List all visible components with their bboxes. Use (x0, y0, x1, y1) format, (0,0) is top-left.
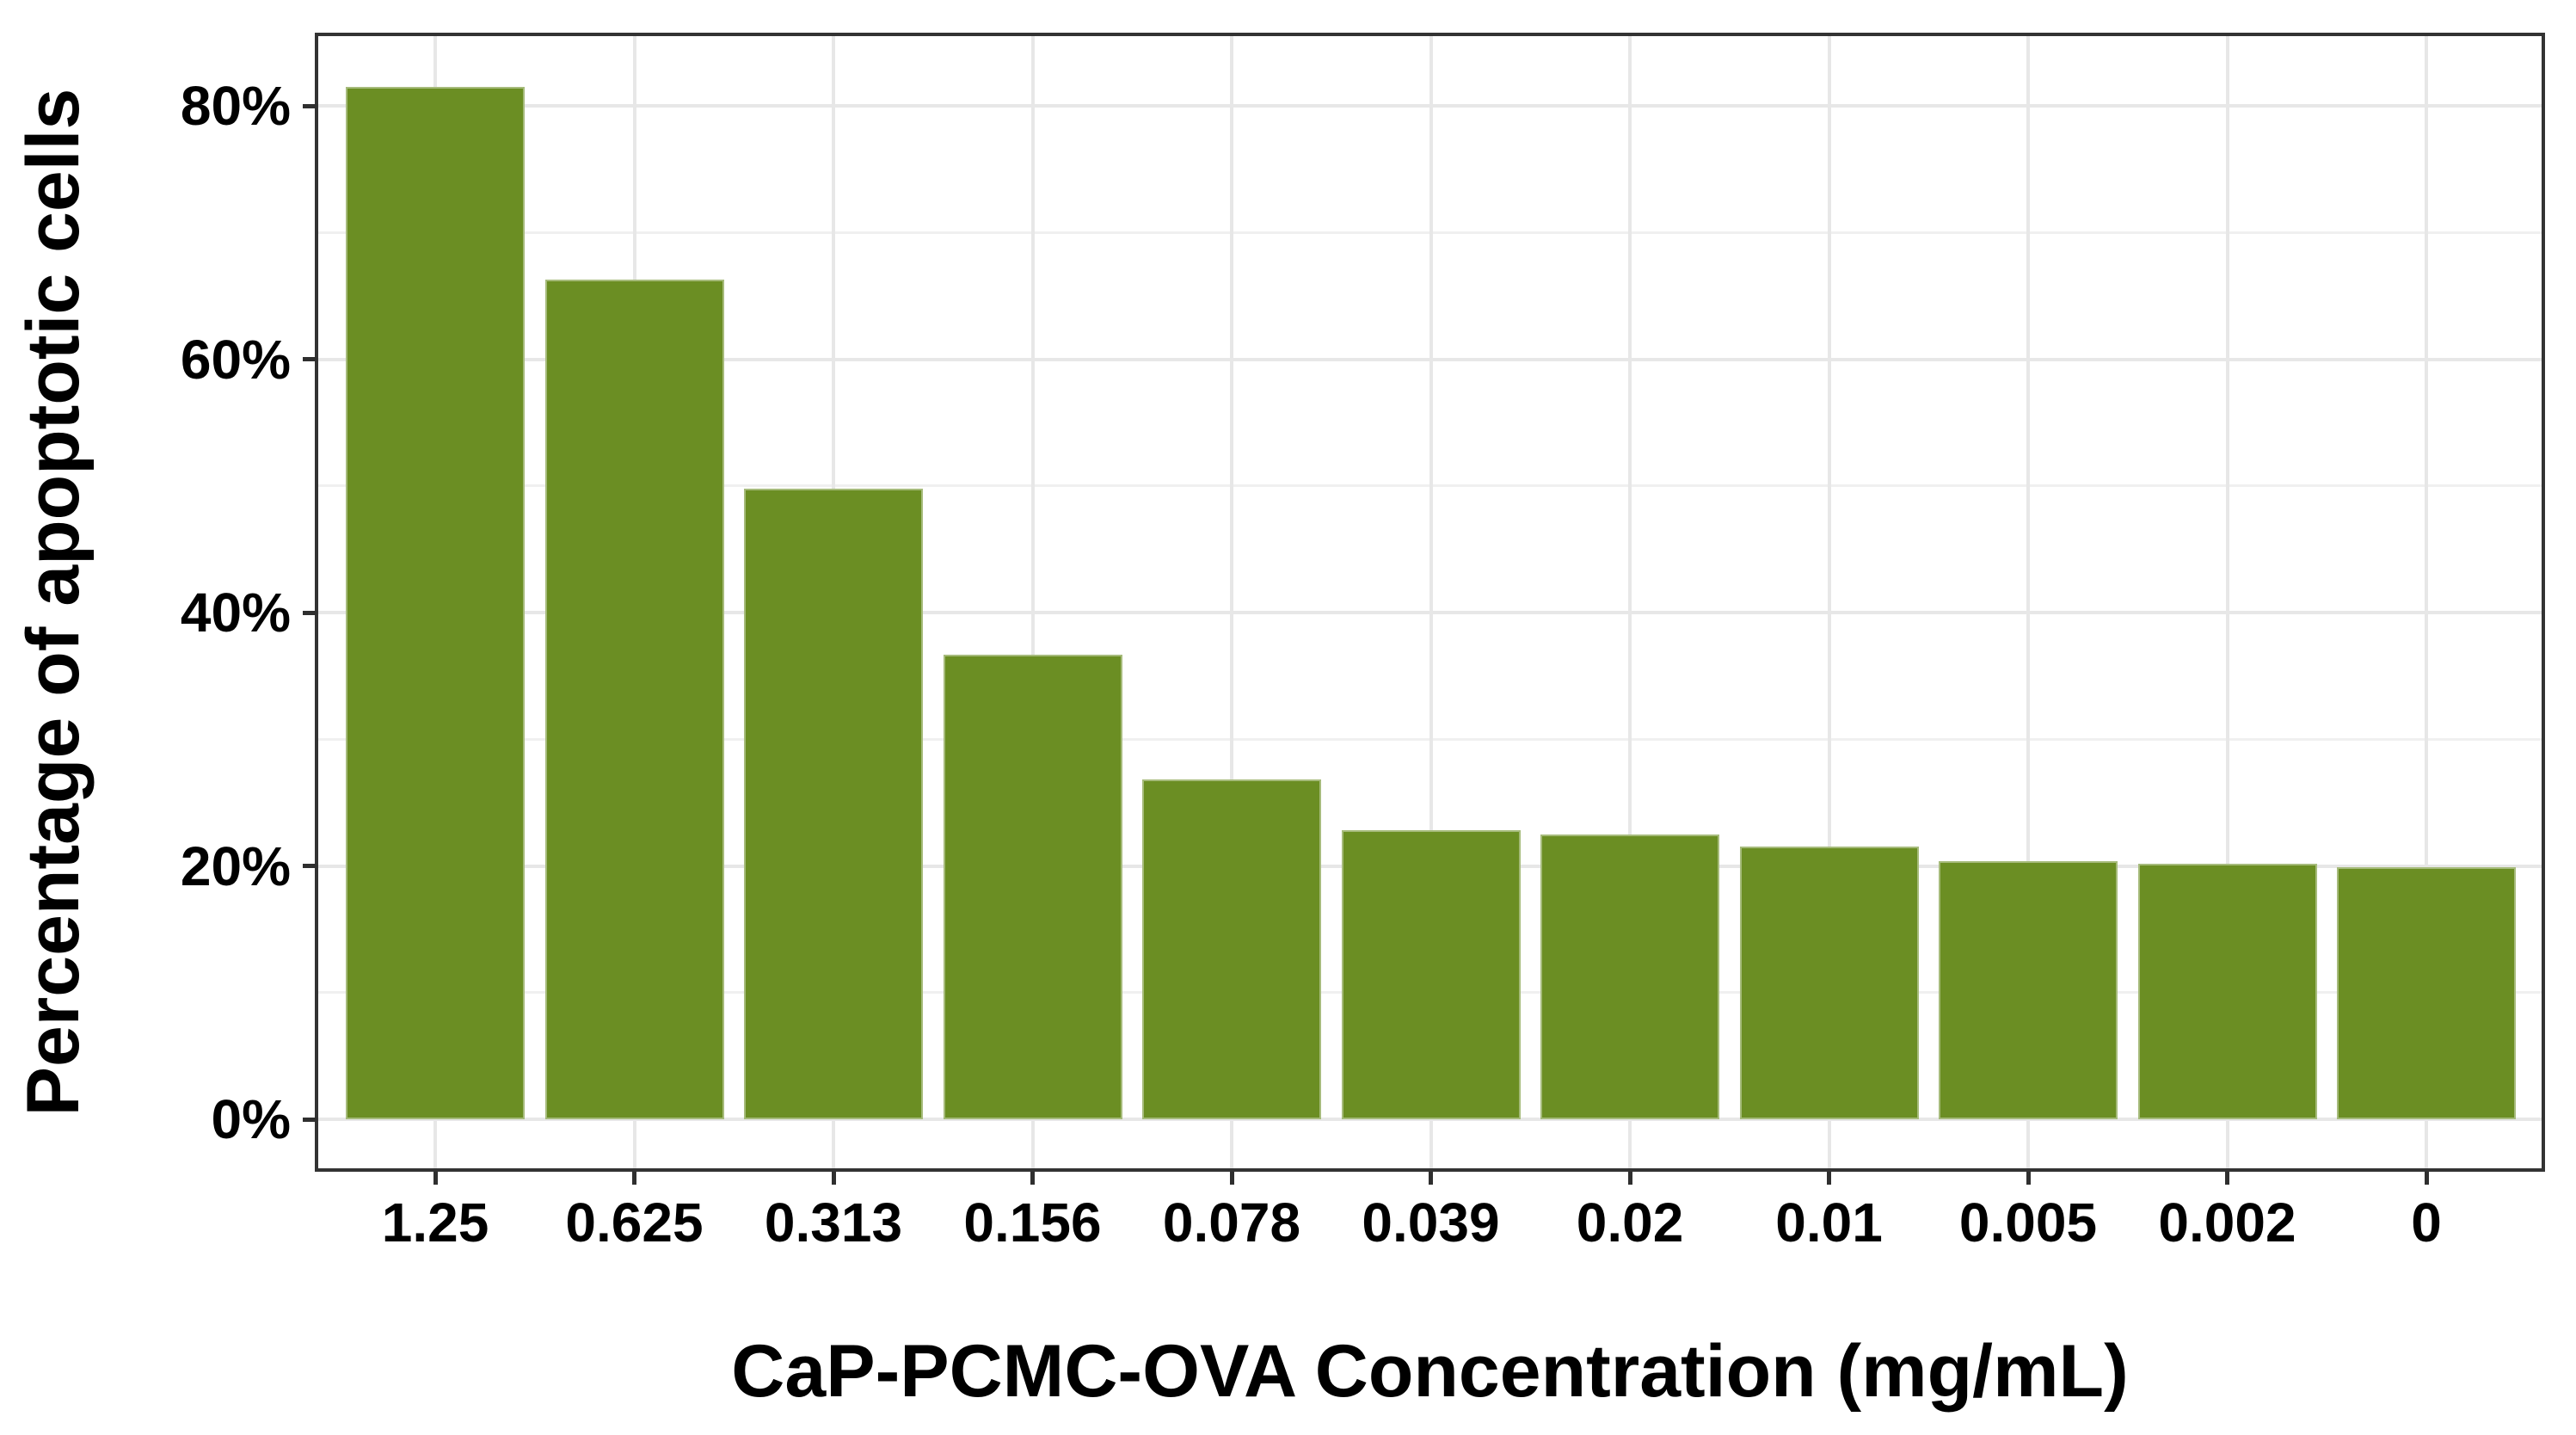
x-tick-label-0.156: 0.156 (963, 1192, 1102, 1253)
gridline-vertical-0 (2425, 36, 2428, 1168)
y-tick-40 (303, 610, 317, 615)
x-tick-0.156 (1030, 1172, 1035, 1185)
y-tick-label-60: 60% (180, 328, 291, 391)
x-axis-title: CaP-PCMC-OVA Concentration (mg/mL) (731, 1330, 2129, 1413)
y-tick-label-40: 40% (180, 582, 291, 644)
x-tick-0.039 (1429, 1172, 1433, 1185)
x-tick-0.01 (1827, 1172, 1831, 1185)
gridline-vertical-0.02 (1628, 36, 1632, 1168)
gridline-vertical-0.156 (1030, 36, 1035, 1168)
y-tick-label-20: 20% (180, 835, 291, 897)
y-tick-80 (303, 103, 317, 108)
x-tick-0.313 (831, 1172, 836, 1185)
gridline-vertical-0.039 (1429, 36, 1433, 1168)
x-tick-label-0.313: 0.313 (764, 1192, 903, 1253)
x-tick-label-0.005: 0.005 (1958, 1192, 2098, 1253)
y-tick-60 (303, 357, 317, 361)
x-tick-label-0.625: 0.625 (565, 1192, 704, 1253)
bar-0.078 (1142, 779, 1321, 1119)
x-tick-label-0.01: 0.01 (1775, 1192, 1883, 1253)
y-tick-20 (303, 864, 317, 868)
gridline-vertical-0.005 (2026, 36, 2030, 1168)
bar-0.01 (1739, 847, 1919, 1119)
x-tick-1.25 (433, 1172, 438, 1185)
bar-0.002 (2137, 863, 2317, 1119)
y-tick-label-80: 80% (180, 75, 291, 137)
bar-0 (2337, 866, 2516, 1119)
x-tick-label-0.02: 0.02 (1576, 1192, 1684, 1253)
x-tick-label-1.25: 1.25 (381, 1192, 489, 1253)
x-tick-0.625 (632, 1172, 636, 1185)
bar-0.039 (1341, 830, 1521, 1119)
x-tick-label-0.039: 0.039 (1362, 1192, 1500, 1253)
x-tick-label-0.002: 0.002 (2158, 1192, 2296, 1253)
x-tick-0.078 (1229, 1172, 1234, 1185)
bar-1.25 (346, 86, 525, 1119)
x-tick-0.002 (2225, 1172, 2229, 1185)
x-tick-0.02 (1627, 1172, 1632, 1185)
x-tick-label-0: 0 (2411, 1192, 2442, 1253)
gridline-vertical-0.078 (1230, 36, 1233, 1168)
bar-0.625 (544, 279, 724, 1119)
x-tick-0.005 (2026, 1172, 2031, 1185)
x-tick-0 (2424, 1172, 2429, 1185)
bar-0.02 (1540, 834, 1719, 1119)
y-tick-label-0: 0% (211, 1088, 292, 1150)
bar-0.156 (943, 654, 1122, 1119)
bar-0.005 (1939, 860, 2118, 1119)
bar-0.313 (744, 488, 923, 1119)
gridline-vertical-0.002 (2225, 36, 2229, 1168)
plot-panel (318, 36, 2542, 1168)
x-tick-label-0.078: 0.078 (1162, 1192, 1301, 1253)
gridline-vertical-0.01 (1827, 36, 1831, 1168)
y-tick-0 (303, 1117, 317, 1122)
